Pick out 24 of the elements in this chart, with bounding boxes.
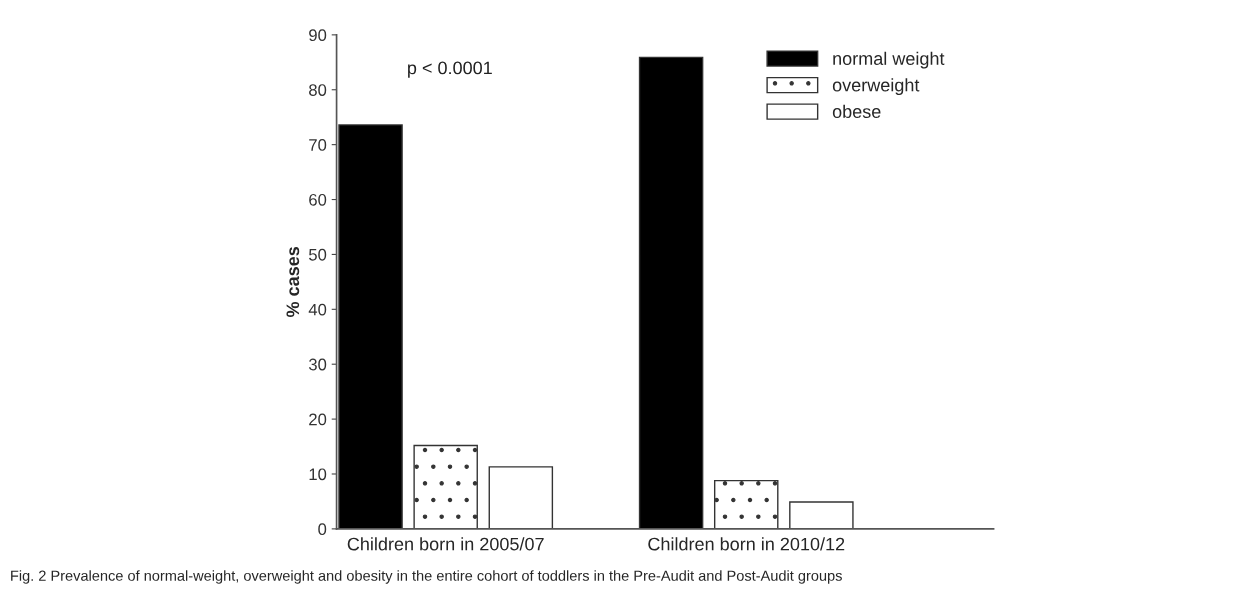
y-tick-label: 80 <box>309 84 327 96</box>
legend-label: overweight <box>832 78 920 96</box>
bar <box>713 479 779 529</box>
y-tick-label: 10 <box>309 468 327 481</box>
x-tick-label: Children born in 2010/12 <box>648 537 845 551</box>
y-tick-label: 20 <box>309 413 327 426</box>
y-tick-label: 0 <box>318 523 327 536</box>
y-axis-title: % cases <box>286 246 300 318</box>
legend-label: normal weight <box>833 51 945 69</box>
annotation: p < 0.0001 <box>408 61 492 78</box>
y-tick-label: 40 <box>308 303 327 316</box>
x-tick-label: Children born in 2005/07 <box>347 537 544 551</box>
caption: Fig. 2 Prevalence of normal-weight, overweight and obesity in the entire cohort of toddlers in the Pre-Audit and Post-Audit groups <box>11 570 842 584</box>
bar <box>338 124 403 529</box>
y-tick-label: 70 <box>309 139 327 151</box>
bar <box>638 56 704 529</box>
bar <box>413 444 478 529</box>
bar <box>789 501 854 529</box>
y-tick-label: 90 <box>309 29 327 42</box>
y-tick-label: 30 <box>308 358 327 371</box>
legend-label: obese <box>832 104 881 118</box>
bar <box>488 466 554 529</box>
y-tick-label: 60 <box>309 193 327 206</box>
y-tick-label: 50 <box>308 248 327 261</box>
